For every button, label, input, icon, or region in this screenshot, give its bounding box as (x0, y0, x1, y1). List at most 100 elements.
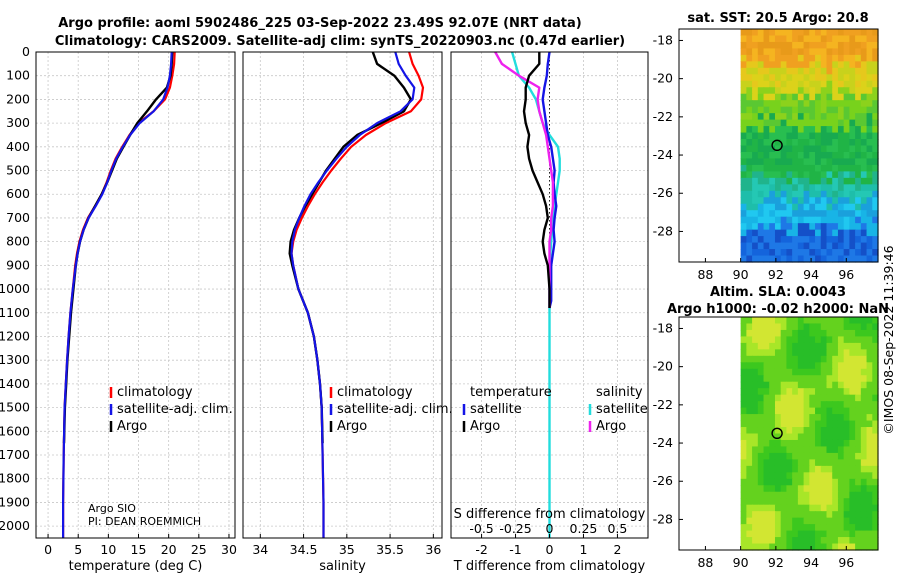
sst_map-cell (780, 29, 788, 37)
sst_map-cell (763, 255, 770, 263)
sst_map-cell (826, 74, 833, 82)
sla-map-title-line2: Argo h1000: -0.02 h2000: NaN (667, 302, 889, 317)
sst_map-cell (746, 119, 753, 127)
sla_map-cell (820, 375, 828, 383)
sla_map-cell (843, 459, 850, 467)
legend-label-satellite: satellite-adj. clim. (337, 402, 453, 417)
x-tick-label: 34.5 (290, 542, 318, 557)
sst_map-cell (757, 29, 765, 37)
sla_map-cell (809, 459, 816, 467)
sst_map-cell (780, 197, 788, 205)
sla_map-cell (774, 439, 782, 448)
sst_map-cell (815, 126, 822, 134)
sst_map-cell (815, 93, 822, 101)
sst_map-cell (809, 80, 816, 88)
sst_map-cell (837, 126, 845, 134)
sla_map-cell (826, 420, 833, 428)
sst_map-cell (774, 151, 782, 160)
sla_map-cell (797, 524, 805, 532)
sla_map-cell (849, 530, 856, 538)
sst_map-cell (780, 203, 788, 211)
sla_map-cell (786, 342, 793, 350)
sla_map-cell (746, 498, 753, 506)
sst_map-cell (803, 41, 810, 50)
sst_map-cell (763, 100, 770, 108)
sla_map-cell (809, 491, 816, 499)
sst_map-cell (780, 151, 788, 160)
sla_map-cell (803, 388, 810, 396)
sla_map-cell (757, 394, 765, 402)
sst_map-cell (866, 139, 873, 147)
depth-tick-label: 200 (6, 91, 30, 106)
sst_map-cell (763, 61, 770, 69)
sla_map-cell (849, 537, 856, 545)
sla_map-cell (780, 537, 788, 545)
sla_map-cell (843, 478, 850, 486)
sla_map-cell (780, 414, 788, 422)
sst_map-cell (786, 151, 793, 160)
sla_map-cell (757, 414, 765, 422)
sla_map-cell (820, 537, 828, 545)
sst_map-cell (837, 35, 845, 43)
sst_map-cell (769, 229, 776, 237)
sst_map-cell (740, 48, 747, 56)
sst_map-cell (872, 139, 879, 147)
sst_map-cell (746, 126, 753, 134)
sla_map-cell (872, 427, 879, 435)
credit-line1: Argo SIO (88, 502, 136, 515)
sst_map-cell (849, 184, 856, 192)
sla_map-cell (820, 394, 828, 402)
sst_map-cell (763, 229, 770, 237)
sst_map-cell (780, 223, 788, 231)
sla_map-cell (866, 543, 873, 551)
sla_map-cell (774, 530, 782, 538)
sla_map-cell (780, 323, 788, 331)
sst_map-cell (797, 87, 805, 95)
sla_map-cell (837, 362, 845, 370)
sla_map-cell (803, 485, 810, 493)
sla_map-cell (837, 388, 845, 396)
sla_map-cell (797, 336, 805, 344)
sla_map-cell (803, 537, 810, 545)
sla_map-cell (843, 465, 850, 473)
sst_map-cell (803, 158, 810, 166)
sla_map-cell (832, 485, 839, 493)
sst_map-cell (774, 113, 782, 121)
sla_map-cell (752, 465, 759, 473)
sst_map-cell (815, 151, 822, 160)
sla_map-cell (746, 427, 753, 435)
sla_map-cell (832, 355, 839, 363)
sla_map-cell (786, 401, 793, 409)
sla_map-cell (843, 355, 850, 363)
sst_map-cell (780, 249, 788, 257)
sst_map-cell (746, 29, 753, 37)
x-tick-label: 10 (100, 542, 116, 557)
s-tick-label: 0.5 (607, 521, 627, 536)
sla_map-cell (866, 465, 873, 473)
sla_map-cell (820, 427, 828, 435)
sst_map-cell (797, 197, 805, 205)
sla_map-cell (780, 446, 788, 454)
sla_map-cell (815, 414, 822, 422)
sla_map-cell (826, 336, 833, 344)
sla_map-cell (849, 342, 856, 350)
sst_map-cell (780, 177, 788, 185)
sst_map-cell (757, 139, 765, 147)
sla_map-cell (763, 414, 770, 422)
sla_map-cell (780, 452, 788, 460)
sla_map-cell (769, 401, 776, 409)
sla_map-cell (763, 401, 770, 409)
sla_map-cell (774, 388, 782, 396)
sla_map-cell (752, 459, 759, 467)
sla_map-cell (792, 439, 799, 448)
sla_map-cell (860, 511, 868, 519)
sst_map-cell (843, 190, 850, 198)
sla_map-cell (866, 388, 873, 396)
sla_map-cell (769, 511, 776, 519)
sla_map-cell (752, 517, 759, 525)
sla_map-cell (860, 446, 868, 454)
sla_map-cell (826, 323, 833, 331)
sst_map-cell (774, 177, 782, 185)
sla_map-cell (746, 478, 753, 486)
x-tick-label: 0 (546, 542, 554, 557)
